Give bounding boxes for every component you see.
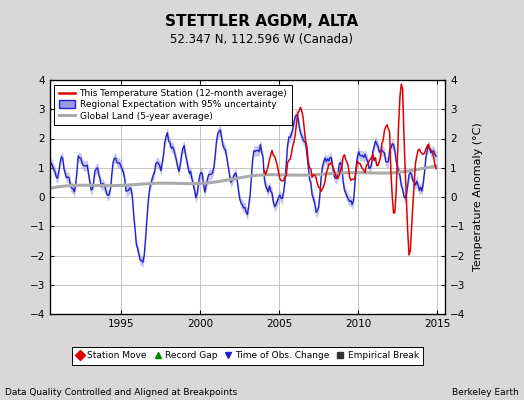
Text: Data Quality Controlled and Aligned at Breakpoints: Data Quality Controlled and Aligned at B…: [5, 388, 237, 397]
Text: 52.347 N, 112.596 W (Canada): 52.347 N, 112.596 W (Canada): [170, 33, 354, 46]
Y-axis label: Temperature Anomaly (°C): Temperature Anomaly (°C): [473, 123, 483, 271]
Text: Berkeley Earth: Berkeley Earth: [452, 388, 519, 397]
Text: STETTLER AGDM, ALTA: STETTLER AGDM, ALTA: [166, 14, 358, 29]
Legend: This Temperature Station (12-month average), Regional Expectation with 95% uncer: This Temperature Station (12-month avera…: [54, 84, 292, 125]
Legend: Station Move, Record Gap, Time of Obs. Change, Empirical Break: Station Move, Record Gap, Time of Obs. C…: [72, 347, 423, 365]
